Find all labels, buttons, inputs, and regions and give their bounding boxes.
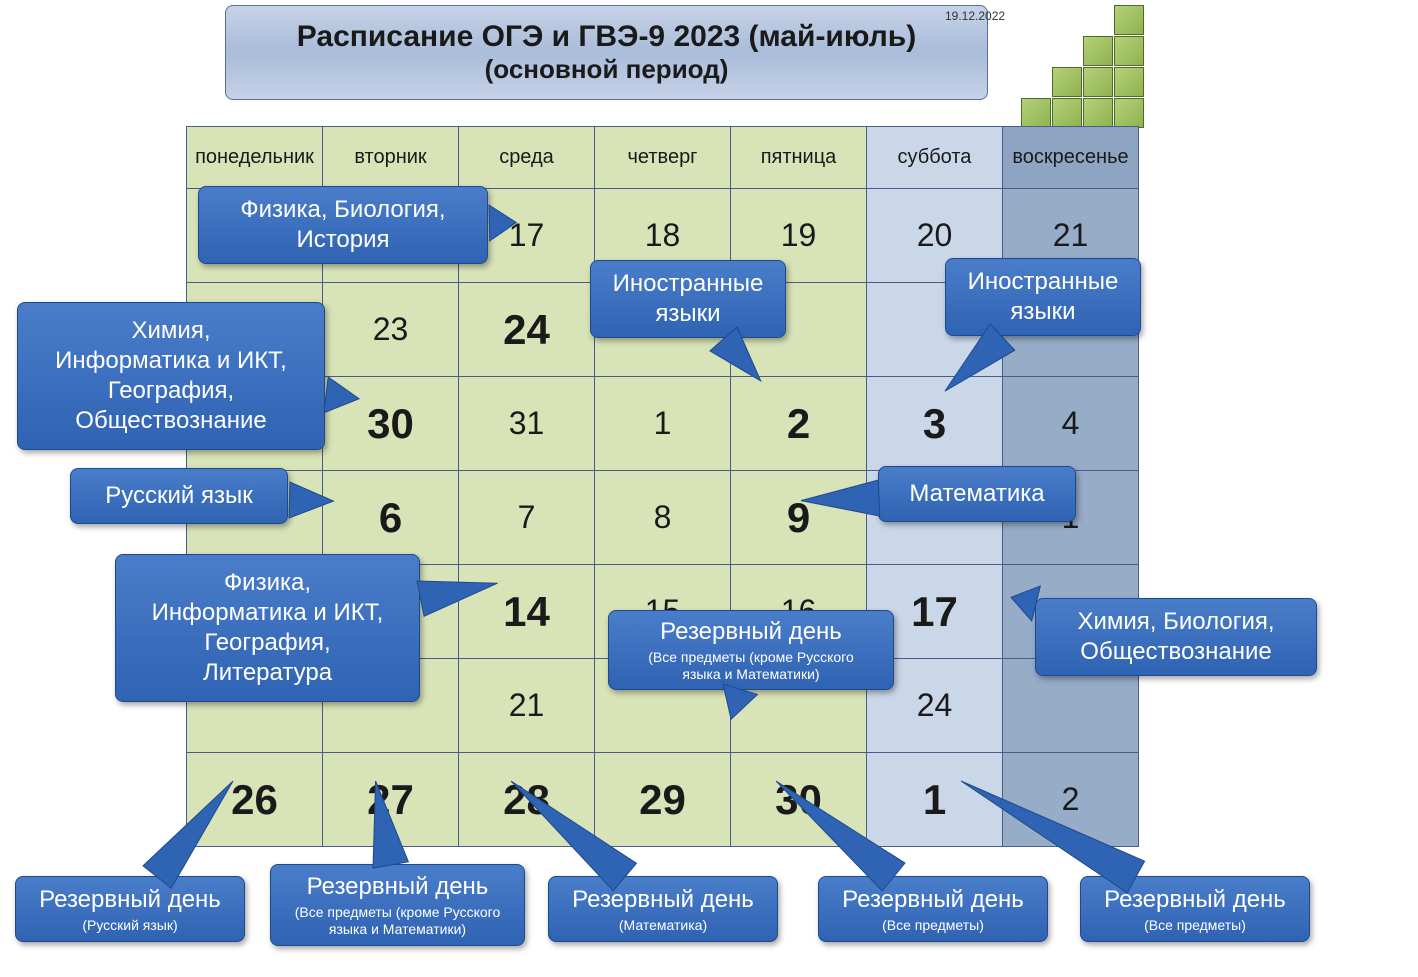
- callout-c6: Математика: [878, 466, 1076, 522]
- callout-c4: Химия,Информатика и ИКТ,География,Общест…: [17, 302, 325, 450]
- calendar-cell: 7: [459, 471, 595, 565]
- callout-sub: (Математика): [559, 917, 767, 934]
- callout-tail: [943, 322, 1017, 393]
- callout-c14: Резервный день(Все предметы): [1080, 876, 1310, 942]
- corner-square: [1052, 67, 1082, 97]
- corner-decoration: [990, 5, 1142, 133]
- corner-square: [1114, 5, 1144, 35]
- corner-square: [1052, 98, 1082, 128]
- callout-c5: Русский язык: [70, 468, 288, 524]
- callout-main: Резервный день: [281, 872, 514, 902]
- callout-c1: Физика, Биология,История: [198, 186, 488, 264]
- day-header: понедельник: [187, 127, 323, 189]
- callout-main: Иностранныеязыки: [956, 267, 1130, 327]
- title-line1: Расписание ОГЭ и ГВЭ-9 2023 (май-июль): [226, 20, 987, 54]
- callout-tail: [287, 480, 335, 520]
- callout-sub: (Русский язык): [26, 917, 234, 934]
- callout-sub: (Все предметы (кроме Русскогоязыка и Мат…: [281, 904, 514, 938]
- calendar-cell: 2: [731, 377, 867, 471]
- corner-square: [1021, 98, 1051, 128]
- calendar-cell: 4: [1003, 377, 1139, 471]
- callout-c9: Химия, Биология,Обществознание: [1035, 598, 1317, 676]
- callout-main: Математика: [889, 479, 1065, 509]
- callout-c2: Иностранныеязыки: [590, 260, 786, 338]
- calendar-cell: 6: [323, 471, 459, 565]
- callout-tail: [959, 779, 1147, 895]
- corner-square: [1114, 67, 1144, 97]
- callout-tail: [1009, 584, 1042, 623]
- corner-square: [1083, 67, 1113, 97]
- callout-main: Химия,Информатика и ИКТ,География,Общест…: [28, 316, 314, 436]
- day-header: воскресенье: [1003, 127, 1139, 189]
- callout-c3: Иностранныеязыки: [945, 258, 1141, 336]
- callout-tail: [799, 478, 882, 518]
- callout-tail: [774, 779, 907, 893]
- calendar-cell: 23: [323, 283, 459, 377]
- calendar-cell: 21: [459, 659, 595, 753]
- callout-c12: Резервный день(Математика): [548, 876, 778, 942]
- calendar-cell: 24: [459, 283, 595, 377]
- callout-main: Иностранныеязыки: [601, 269, 775, 329]
- callout-tail: [509, 779, 638, 893]
- corner-square: [1114, 36, 1144, 66]
- callout-main: Физика, Биология,История: [209, 195, 477, 255]
- callout-main: Химия, Биология,Обществознание: [1046, 607, 1306, 667]
- callout-c7: Физика,Информатика и ИКТ,География,Литер…: [115, 554, 420, 702]
- callout-tail: [721, 682, 759, 721]
- callout-tail: [708, 325, 763, 383]
- callout-main: Физика,Информатика и ИКТ,География,Литер…: [126, 568, 409, 688]
- calendar-cell: 31: [459, 377, 595, 471]
- title-line2: (основной период): [226, 54, 987, 85]
- callout-c11: Резервный день(Все предметы (кроме Русск…: [270, 864, 525, 946]
- callout-tail: [141, 779, 235, 890]
- callout-sub: (Все предметы): [829, 917, 1037, 934]
- callout-c8: Резервный день(Все предметы (кроме Русск…: [608, 610, 894, 690]
- day-header: суббота: [867, 127, 1003, 189]
- day-header: четверг: [595, 127, 731, 189]
- corner-square: [1083, 98, 1113, 128]
- day-header: пятница: [731, 127, 867, 189]
- calendar-cell: 1: [595, 377, 731, 471]
- callout-tail: [322, 375, 361, 415]
- callout-tail: [371, 779, 410, 870]
- corner-square: [1114, 98, 1144, 128]
- callout-main: Русский язык: [81, 481, 277, 511]
- day-header: среда: [459, 127, 595, 189]
- callout-sub: (Все предметы (кроме Русскогоязыка и Мат…: [619, 649, 883, 683]
- callout-tail: [415, 579, 500, 618]
- callout-c10: Резервный день(Русский язык): [15, 876, 245, 942]
- day-header: вторник: [323, 127, 459, 189]
- callout-tail: [487, 203, 518, 243]
- title-bar: Расписание ОГЭ и ГВЭ-9 2023 (май-июль) (…: [225, 5, 988, 100]
- callout-sub: (Все предметы): [1091, 917, 1299, 934]
- callout-main: Резервный день: [619, 617, 883, 647]
- corner-square: [1083, 36, 1113, 66]
- calendar-cell: 8: [595, 471, 731, 565]
